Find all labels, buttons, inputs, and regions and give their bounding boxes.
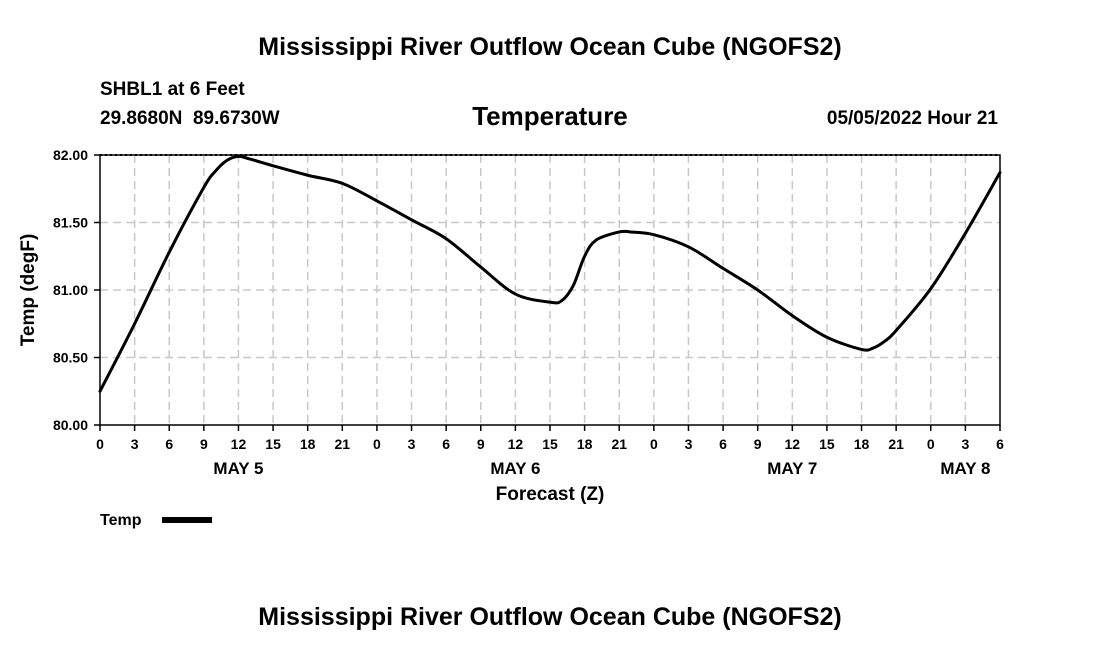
y-ticks: 80.00 80.50 81.00 81.50 82.00: [53, 147, 100, 433]
x-tick-label: 12: [785, 436, 801, 452]
y-axis-label: Temp (degF): [18, 234, 39, 347]
x-tick-label: 6: [165, 436, 173, 452]
x-tick-label: 18: [300, 436, 316, 452]
x-tick-label: 21: [335, 436, 351, 452]
x-tick-label: 6: [719, 436, 727, 452]
day-labels: MAY 5 MAY 6 MAY 7 MAY 8: [213, 459, 990, 478]
x-tick-label: 0: [96, 436, 104, 452]
x-ticks: 0 3 6 9 12 15 18 21 0 3 6 9 12 15 18 21 0 3 6 9 12 15 18 21 0 3 6: [96, 425, 1004, 452]
x-tick-label: 0: [650, 436, 658, 452]
temp-series-line: [98, 154, 1002, 393]
x-tick-label: 18: [577, 436, 593, 452]
x-tick-label: 3: [408, 436, 416, 452]
x-tick-label: 6: [996, 436, 1004, 452]
y-tick-label: 81.00: [53, 282, 88, 298]
x-tick-label: 12: [231, 436, 247, 452]
x-tick-label: 3: [961, 436, 969, 452]
legend-label: Temp: [100, 512, 142, 529]
day-label: MAY 7: [767, 459, 817, 478]
x-tick-label: 0: [373, 436, 381, 452]
x-tick-label: 15: [819, 436, 835, 452]
y-tick-label: 81.50: [53, 215, 88, 231]
x-tick-label: 9: [754, 436, 762, 452]
x-tick-label: 18: [854, 436, 870, 452]
day-label: MAY 5: [213, 459, 263, 478]
datetime-label: 05/05/2022 Hour 21: [827, 108, 999, 129]
x-axis-label: Forecast (Z): [496, 484, 605, 505]
chart-title-bottom: Mississippi River Outflow Ocean Cube (NG…: [258, 603, 841, 631]
station-label: SHBL1 at 6 Feet: [100, 79, 245, 100]
chart-subtitle: Temperature: [472, 101, 628, 131]
x-tick-label: 21: [611, 436, 627, 452]
x-tick-label: 3: [131, 436, 139, 452]
day-label: MAY 6: [490, 459, 540, 478]
x-tick-label: 9: [477, 436, 485, 452]
day-label: MAY 8: [940, 459, 990, 478]
x-tick-label: 21: [888, 436, 904, 452]
x-tick-label: 3: [685, 436, 693, 452]
x-tick-label: 6: [442, 436, 450, 452]
chart-title-top: Mississippi River Outflow Ocean Cube (NG…: [258, 33, 841, 61]
x-tick-label: 9: [200, 436, 208, 452]
x-tick-label: 12: [508, 436, 524, 452]
y-tick-label: 80.50: [53, 350, 88, 366]
y-tick-label: 82.00: [53, 147, 88, 163]
grid: [100, 155, 1000, 425]
coordinates-label: 29.8680N 89.6730W: [100, 108, 280, 129]
y-tick-label: 80.00: [53, 417, 88, 433]
x-tick-label: 15: [542, 436, 558, 452]
x-tick-label: 15: [265, 436, 281, 452]
x-tick-label: 0: [927, 436, 935, 452]
